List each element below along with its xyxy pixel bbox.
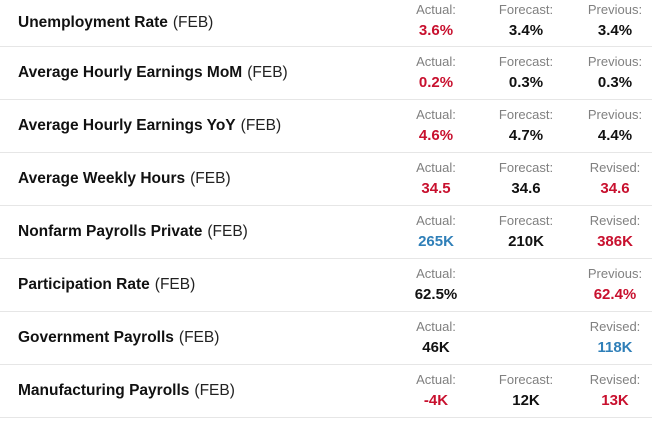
actual-cell: Actual: 62.5% [394, 266, 478, 306]
previous-label: Previous: [587, 266, 643, 281]
previous-cell: Previous: 62.4% [573, 266, 652, 306]
previous-cell: Previous: 4.4% [573, 107, 652, 147]
actual-label: Actual: [416, 213, 456, 228]
forecast-value: 3.4% [508, 22, 544, 39]
indicator-name[interactable]: Manufacturing Payrolls (FEB) [18, 382, 235, 399]
actual-label: Actual: [416, 372, 456, 387]
actual-value: 265K [418, 233, 454, 250]
actual-cell: Actual: 265K [394, 213, 478, 253]
forecast-cell: Forecast: 210K [484, 213, 568, 253]
forecast-value: 210K [508, 233, 544, 250]
revised-cell: Revised: 386K [573, 213, 652, 253]
previous-value: 0.3% [597, 74, 633, 91]
revised-value: 386K [597, 233, 633, 250]
revised-label: Revised: [589, 213, 641, 228]
actual-value: 34.5 [421, 180, 451, 197]
table-row[interactable]: Unemployment Rate (FEB) Actual: 3.6% Forec… [0, 0, 652, 47]
forecast-label: Forecast: [498, 54, 554, 69]
revised-value: 118K [597, 339, 633, 356]
actual-cell: Actual: -4K [394, 372, 478, 412]
forecast-cell: Forecast: 3.4% [484, 2, 568, 42]
actual-cell: Actual: 34.5 [394, 160, 478, 200]
forecast-cell [484, 319, 568, 321]
previous-cell: Previous: 3.4% [573, 2, 652, 42]
previous-value: 62.4% [593, 286, 637, 303]
previous-label: Previous: [587, 54, 643, 69]
table-row[interactable]: Participation Rate (FEB) Actual: 62.5% Pre… [0, 259, 652, 312]
forecast-value: 4.7% [508, 127, 544, 144]
indicator-name[interactable]: Nonfarm Payrolls Private (FEB) [18, 223, 248, 240]
actual-cell: Actual: 4.6% [394, 107, 478, 147]
revised-cell: Revised: 118K [573, 319, 652, 359]
forecast-cell: Forecast: 12K [484, 372, 568, 412]
forecast-value: 0.3% [508, 74, 544, 91]
actual-label: Actual: [416, 319, 456, 334]
indicator-name[interactable]: Unemployment Rate (FEB) [18, 14, 214, 31]
previous-label: Previous: [587, 2, 643, 17]
actual-cell: Actual: 0.2% [394, 54, 478, 94]
previous-value: 3.4% [597, 22, 633, 39]
revised-value: 34.6 [600, 180, 630, 197]
actual-label: Actual: [416, 2, 456, 17]
table-row[interactable]: Government Payrolls (FEB) Actual: 46K Revi… [0, 312, 652, 365]
actual-value: 46K [422, 339, 450, 356]
table-row[interactable]: Average Weekly Hours (FEB) Actual: 34.5 Fo… [0, 153, 652, 206]
table-row[interactable]: Average Hourly Earnings YoY (FEB) Actual:… [0, 100, 652, 153]
indicator-name[interactable]: Average Hourly Earnings YoY (FEB) [18, 117, 282, 134]
actual-cell: Actual: 3.6% [394, 2, 478, 42]
revised-cell: Revised: 13K [573, 372, 652, 412]
revised-label: Revised: [589, 160, 641, 175]
actual-label: Actual: [416, 107, 456, 122]
actual-value: 4.6% [418, 127, 454, 144]
forecast-label: Forecast: [498, 2, 554, 17]
table-row[interactable]: Nonfarm Payrolls Private (FEB) Actual: 265… [0, 206, 652, 259]
indicator-name[interactable]: Average Weekly Hours (FEB) [18, 170, 231, 187]
forecast-cell: Forecast: 0.3% [484, 54, 568, 94]
table-row[interactable]: Average Hourly Earnings MoM (FEB) Actual:… [0, 47, 652, 100]
actual-label: Actual: [416, 160, 456, 175]
forecast-value: 12K [512, 392, 540, 409]
indicator-name[interactable]: Participation Rate (FEB) [18, 276, 196, 293]
indicator-name[interactable]: Government Payrolls (FEB) [18, 329, 220, 346]
actual-label: Actual: [416, 266, 456, 281]
revised-cell: Revised: 34.6 [573, 160, 652, 200]
actual-value: -4K [423, 392, 449, 409]
previous-cell: Previous: 0.3% [573, 54, 652, 94]
forecast-cell: Forecast: 34.6 [484, 160, 568, 200]
forecast-label: Forecast: [498, 372, 554, 387]
forecast-cell [484, 266, 568, 268]
forecast-label: Forecast: [498, 160, 554, 175]
forecast-label: Forecast: [498, 213, 554, 228]
table-row[interactable]: Manufacturing Payrolls (FEB) Actual: -4K F… [0, 365, 652, 418]
previous-label: Previous: [587, 107, 643, 122]
actual-cell: Actual: 46K [394, 319, 478, 359]
forecast-value: 34.6 [511, 180, 541, 197]
indicator-name[interactable]: Average Hourly Earnings MoM (FEB) [18, 64, 288, 81]
forecast-label: Forecast: [498, 107, 554, 122]
revised-label: Revised: [589, 319, 641, 334]
previous-value: 4.4% [597, 127, 633, 144]
revised-label: Revised: [589, 372, 641, 387]
revised-value: 13K [601, 392, 629, 409]
actual-value: 0.2% [418, 74, 454, 91]
actual-value: 62.5% [414, 286, 458, 303]
actual-label: Actual: [416, 54, 456, 69]
forecast-cell: Forecast: 4.7% [484, 107, 568, 147]
actual-value: 3.6% [418, 22, 454, 39]
